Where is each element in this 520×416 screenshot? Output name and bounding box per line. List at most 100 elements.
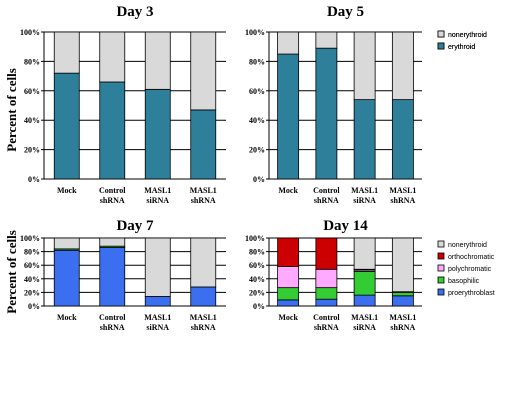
legend-swatch [437, 42, 445, 50]
bar-segment-proerythroblast [315, 298, 338, 307]
legend-label: erythroid [448, 44, 475, 51]
x-tick-label: shRNA [191, 196, 216, 205]
legend-label: polychromatic [448, 266, 492, 273]
legend-label: orthochromatic [448, 254, 495, 261]
bar-segment-nonerythroid [190, 31, 217, 111]
legend-label: erythroid [448, 44, 475, 51]
bar-segment-orthochromatic [315, 237, 338, 270]
x-tick-label: MASL1 [389, 186, 416, 195]
y-tick-label: 40% [24, 116, 40, 125]
chart-title: Day 14 [323, 218, 368, 234]
x-tick-label: siRNA [146, 196, 169, 205]
bar-segment-erythroid [277, 53, 300, 180]
y-tick-label: 60% [249, 261, 265, 270]
y-tick-label: 100% [245, 28, 265, 37]
x-tick-label: Control [99, 186, 126, 195]
bar-segment-basophilic [277, 287, 300, 301]
bar-segment-proerythroblast [353, 294, 376, 307]
bar-segment-proerythroblast [190, 286, 217, 307]
y-tick-label: 80% [249, 248, 265, 257]
bar-segment-nonerythroid [53, 237, 80, 250]
x-tick-label: MASL1 [389, 313, 416, 322]
x-tick-label: Control [313, 313, 340, 322]
x-tick-label: siRNA [146, 323, 169, 332]
bar-segment-basophilic [315, 287, 338, 300]
y-axis-label-bottom: Percent of cells [4, 230, 19, 314]
bar-segment-erythroid [315, 47, 338, 180]
bar-segment-proerythroblast [391, 295, 414, 307]
bar-segment-nonerythroid [391, 31, 414, 101]
legend-swatch [437, 264, 445, 272]
bar-segment-erythroid [353, 99, 376, 180]
bar-segment-nonerythroid [190, 237, 217, 288]
y-tick-label: 20% [249, 146, 265, 155]
y-tick-label: 40% [24, 275, 40, 284]
bar-segment-basophilic [353, 270, 376, 296]
y-tick-label: 40% [249, 116, 265, 125]
y-tick-label: 100% [20, 234, 40, 243]
bar-segment-proerythroblast [277, 299, 300, 307]
y-axis-label-top: Percent of cells [4, 68, 19, 152]
x-tick-label: siRNA [353, 323, 376, 332]
x-tick-label: MASL1 [351, 313, 378, 322]
legend-swatch [437, 276, 445, 284]
legend-swatch [437, 252, 445, 260]
legend-label: nonerythroid [448, 32, 487, 39]
bar-segment-erythroid [53, 72, 80, 180]
y-tick-label: 40% [249, 275, 265, 284]
bar-segment-nonerythroid [99, 237, 126, 247]
x-tick-label: MASL1 [190, 313, 217, 322]
x-tick-label: shRNA [191, 323, 216, 332]
y-tick-label: 80% [24, 248, 40, 257]
x-tick-label: shRNA [314, 196, 339, 205]
x-tick-label: Mock [278, 186, 298, 195]
x-tick-label: Mock [278, 313, 298, 322]
chart-panel-2: Day 50%20%40%60%80%100%Mock ControlshRNAM… [245, 4, 487, 205]
x-tick-label: shRNA [100, 323, 125, 332]
bar-segment-proerythroblast [99, 247, 126, 307]
chart-panel-1: Day 30%20%40%60%80%100%Mock ControlshRNAM… [20, 4, 487, 205]
bar-segment-nonerythroid [391, 237, 414, 293]
bar-segment-nonerythroid [277, 31, 300, 55]
bar-segment-nonerythroid [99, 31, 126, 83]
y-tick-label: 60% [249, 87, 265, 96]
bar-segment-erythroid [391, 99, 414, 180]
bar-segment-basophilic [391, 291, 414, 297]
x-tick-label: MASL1 [190, 186, 217, 195]
bar-segment-polychromatic [315, 268, 338, 289]
x-tick-label: shRNA [100, 196, 125, 205]
bar-segment-nonerythroid [353, 237, 376, 270]
x-tick-label: shRNA [390, 323, 415, 332]
chart-title: Day 7 [116, 218, 154, 234]
legend-swatch [437, 30, 445, 38]
bar-segment-nonerythroid [315, 31, 338, 49]
x-tick-label: shRNA [390, 196, 415, 205]
y-tick-label: 0% [253, 175, 265, 184]
y-tick-label: 100% [245, 234, 265, 243]
y-tick-label: 60% [24, 261, 40, 270]
bar-segment-nonerythroid [144, 31, 171, 90]
y-tick-label: 0% [253, 302, 265, 311]
bar-segment-erythroid [144, 88, 171, 180]
y-tick-label: 80% [249, 57, 265, 66]
bar-segment-nonerythroid [353, 31, 376, 101]
y-tick-label: 100% [20, 28, 40, 37]
x-tick-label: MASL1 [351, 186, 378, 195]
bar-segment-nonerythroid [53, 31, 80, 74]
y-tick-label: 20% [249, 288, 265, 297]
x-tick-label: siRNA [353, 196, 376, 205]
bar-segment-erythroid [190, 109, 217, 180]
bar-segment-proerythroblast [144, 296, 171, 307]
bar-segment-proerythroblast [53, 249, 80, 307]
legend-swatch [437, 288, 445, 296]
bar-segment-nonerythroid [144, 237, 171, 297]
legend-swatch [437, 240, 445, 248]
bar-segment-erythroid [99, 81, 126, 180]
y-tick-label: 20% [24, 288, 40, 297]
bar-segment-polychromatic [277, 266, 300, 289]
x-tick-label: MASL1 [144, 186, 171, 195]
chart-panel-4: Day 14 0% 20% 40% 60% 80% 100% Mock Control shRNA… [245, 218, 495, 332]
x-tick-label: Control [99, 313, 126, 322]
legend-label: nonerythroid [448, 242, 487, 249]
